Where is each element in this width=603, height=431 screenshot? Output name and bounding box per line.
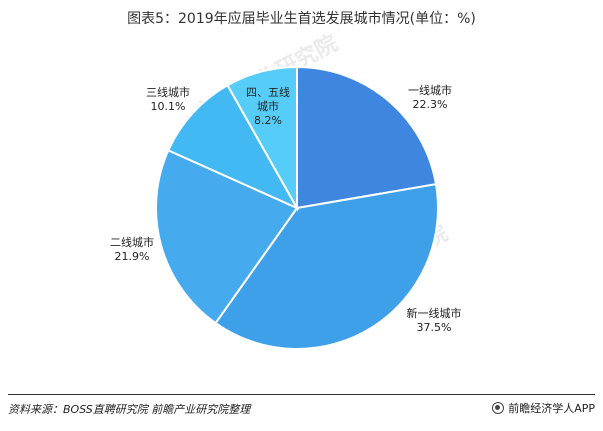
slice-label: 二线城市 — [110, 235, 154, 249]
slice-label: 一线城市 — [408, 83, 452, 97]
slice-label: 四、五线城市 — [246, 85, 290, 113]
footer-divider — [8, 394, 595, 395]
slice-value-label: 22.3% — [413, 98, 448, 111]
slice-label: 新一线城市 — [407, 306, 462, 320]
pie-slice — [214, 183, 439, 350]
slice-value-label: 8.2% — [254, 114, 282, 127]
chart-title: 图表5：2019年应届毕业生首选发展城市情况(单位：%) — [127, 11, 476, 27]
slice-value-label: 37.5% — [417, 321, 452, 334]
pie-slice — [296, 65, 438, 210]
brand-logo-icon — [492, 402, 505, 414]
slice-label: 三线城市 — [146, 85, 190, 99]
brand-name: 前瞻经济学人APP — [508, 402, 595, 415]
slice-value-label: 21.9% — [115, 250, 150, 263]
source-note: 资料来源：BOSS直聘研究院 前瞻产业研究院整理 — [8, 403, 251, 416]
pie-slice — [226, 65, 298, 212]
slice-value-label: 10.1% — [151, 100, 186, 113]
pie-slice — [155, 149, 299, 325]
pie-slice — [166, 83, 300, 211]
brand: 前瞻经济学人APP — [492, 400, 595, 416]
